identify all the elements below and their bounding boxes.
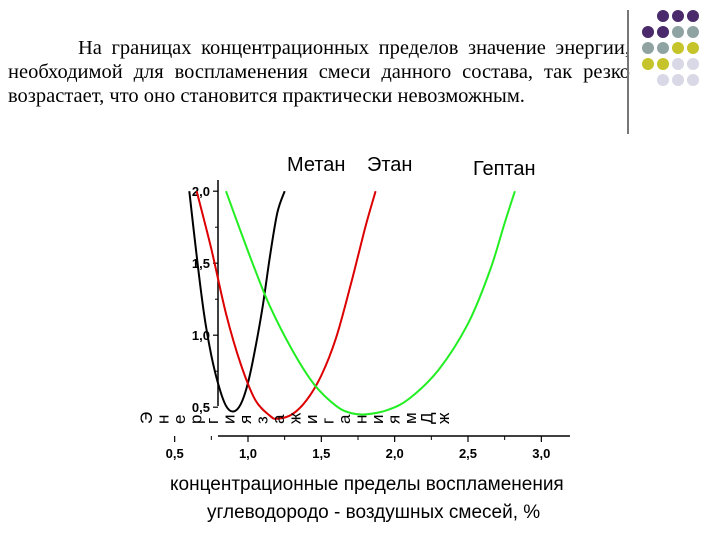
decorative-dot <box>672 58 684 70</box>
x-tick-label: 1,5 <box>312 446 330 461</box>
decorative-dot <box>642 26 654 38</box>
y-axis-label-glyph: и <box>368 415 387 425</box>
x-axis-title-line1: концентрационные пределы воспламенения <box>170 474 564 495</box>
y-axis-label-glyph: Э <box>137 412 156 424</box>
y-axis-label-glyph: а <box>335 414 354 424</box>
y-axis-label-glyph: з <box>253 416 272 424</box>
decorative-dot <box>687 42 699 54</box>
y-axis-label-glyph: и <box>220 415 239 425</box>
decorative-dot <box>672 26 684 38</box>
curve-Этан <box>195 190 377 420</box>
slide-paragraph: На границах концентрационных пределов зн… <box>8 37 630 107</box>
decorative-dot <box>642 58 654 70</box>
decorative-dot <box>657 26 669 38</box>
x-axis-title-line2: углеводородо - воздушных смесей, % <box>207 502 540 523</box>
y-axis-label-glyph: я <box>385 415 404 424</box>
x-tick-label: 1,0 <box>239 446 257 461</box>
decorative-dot <box>672 42 684 54</box>
decorative-dot <box>657 58 669 70</box>
decorative-dot-grid <box>642 10 720 122</box>
decorative-dot <box>687 26 699 38</box>
y-axis-label-glyph: н <box>154 415 173 424</box>
y-axis-label-glyph: и <box>302 415 321 425</box>
y-tick-label: 1,5 <box>192 256 210 271</box>
x-tick-label: 2,5 <box>459 446 477 461</box>
decorative-dot <box>642 42 654 54</box>
y-axis-label-glyph: а <box>269 414 288 424</box>
x-ticks: 0,5 1,0 1,5 2,0 2,5 3,0 <box>166 436 550 461</box>
y-tick-label: 1,0 <box>192 328 210 343</box>
legend-methane: Метан <box>287 154 345 176</box>
decorative-dot <box>672 10 684 22</box>
y-axis-label-glyph: я <box>236 415 255 424</box>
legend-ethane: Этан <box>367 154 412 176</box>
legend-heptane: Гептан <box>473 158 536 180</box>
y-axis-label-glyph: Д <box>418 412 437 424</box>
decorative-dot <box>687 10 699 22</box>
y-axis-label-glyph: ж <box>434 412 453 424</box>
y-ticks: 0,5 1,0 1,5 2,0 <box>192 184 218 415</box>
decorative-dot <box>672 74 684 86</box>
decorative-dot <box>687 74 699 86</box>
decorative-dot <box>657 74 669 86</box>
y-tick-label: 2,0 <box>192 184 210 199</box>
y-tick-label: 0,5 <box>192 400 210 415</box>
y-axis-label-glyph: м <box>401 412 420 424</box>
decorative-dot <box>657 10 669 22</box>
y-axis-label-glyph: н <box>352 415 371 424</box>
y-axis-label-glyph: ж <box>286 412 305 424</box>
curve-Гептан <box>225 190 516 416</box>
curves <box>188 190 516 420</box>
curve-Метан <box>188 190 286 413</box>
vertical-divider <box>627 10 629 134</box>
y-axis-label-glyph: г <box>203 418 222 424</box>
y-axis-label-glyph: р <box>187 415 206 424</box>
y-axis-label-glyph: г <box>319 418 338 424</box>
decorative-dot <box>687 58 699 70</box>
y-axis-label-glyph: е <box>170 415 189 424</box>
x-tick-label: 2,0 <box>386 446 404 461</box>
x-tick-label: 3,0 <box>532 446 550 461</box>
x-tick-label: 0,5 <box>166 446 184 461</box>
decorative-dot <box>657 42 669 54</box>
